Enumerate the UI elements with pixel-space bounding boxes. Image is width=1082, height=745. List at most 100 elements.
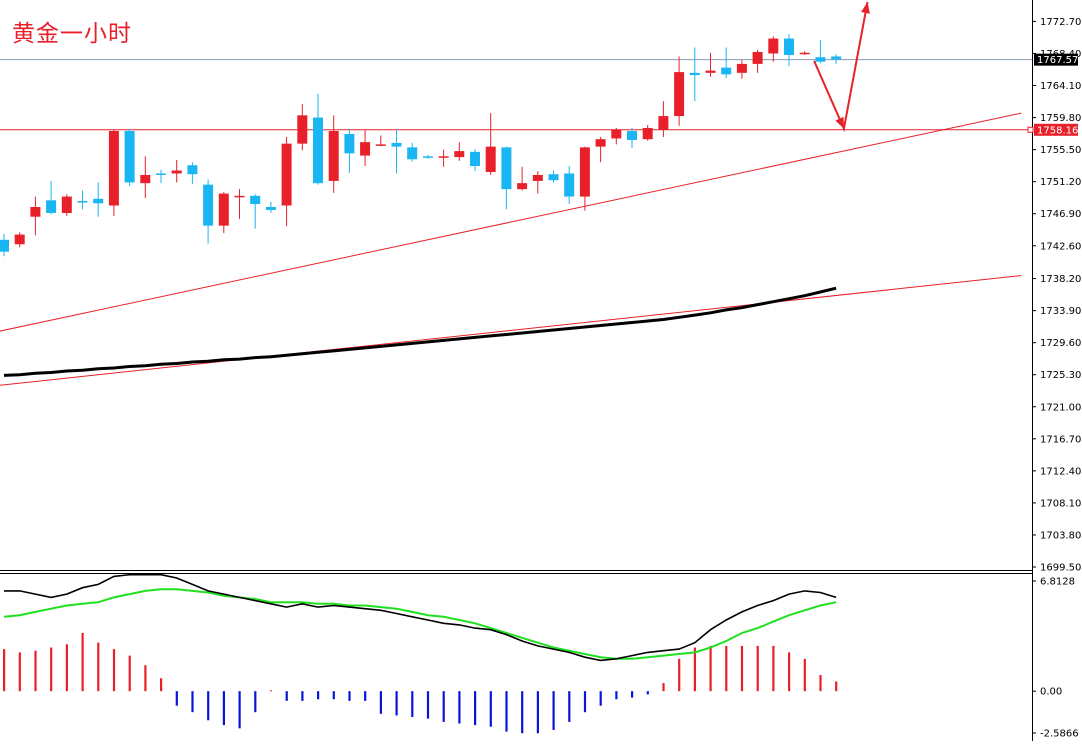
macd-signal-line	[3, 588, 837, 660]
forecast-arrow-head-up	[861, 2, 870, 14]
macd-bar	[788, 652, 791, 692]
candle-body	[250, 195, 261, 205]
trendline-0	[0, 112, 1022, 332]
candle-body	[627, 130, 637, 140]
candle	[752, 49, 763, 73]
candle-body	[548, 174, 559, 181]
candle	[203, 179, 214, 244]
macd-bar	[254, 691, 257, 713]
price-marker-0: 1767.57	[1034, 53, 1078, 66]
candle	[77, 190, 88, 210]
candle-body	[674, 72, 685, 117]
candle-body	[46, 200, 57, 213]
y-tick-label: 1755.50	[1040, 145, 1081, 156]
macd-bar	[631, 691, 634, 698]
candle	[171, 160, 182, 183]
macd-bar	[317, 691, 320, 700]
macd-bar	[207, 691, 210, 721]
candle	[108, 129, 119, 216]
candle	[736, 60, 747, 79]
candle	[784, 34, 794, 67]
candle	[313, 93, 323, 185]
macd-bar	[426, 691, 430, 719]
candle	[674, 56, 685, 126]
macd-bar	[709, 645, 712, 692]
candle-body	[407, 147, 418, 160]
macd-bar	[222, 691, 225, 726]
candle	[815, 40, 826, 64]
forecast-arrow-head-down	[835, 116, 844, 129]
macd-bar	[583, 691, 587, 713]
candle-body	[595, 139, 606, 147]
candle-body	[470, 151, 480, 167]
candle-body	[799, 52, 810, 55]
candle	[218, 192, 229, 234]
macd-bar	[646, 691, 649, 695]
macd-fast-line	[4, 573, 837, 662]
y-tick-label: 1772.70	[1040, 17, 1081, 28]
y-tick-label: 1729.60	[1040, 338, 1081, 349]
candle	[595, 136, 606, 163]
macd-bar	[568, 691, 571, 722]
macd-bar	[474, 691, 477, 726]
candle	[438, 149, 449, 167]
price-axis: 1772.701768.401764.101759.801755.501751.…	[1032, 17, 1081, 574]
macd-bar	[112, 649, 116, 692]
forecast-arrow	[813, 1, 870, 133]
macd-y-tick-label: 6.8128	[1040, 577, 1075, 588]
y-tick-label: 1759.80	[1040, 113, 1081, 124]
candle	[564, 166, 575, 205]
candle-body	[454, 151, 465, 158]
candle	[0, 233, 9, 257]
y-tick-label: 1751.20	[1040, 177, 1081, 188]
candle	[689, 47, 700, 102]
macd-bar	[301, 691, 304, 701]
macd-bar	[615, 691, 618, 700]
candle	[93, 182, 104, 217]
macd-bar	[725, 645, 728, 692]
candle-body	[752, 51, 763, 64]
macd-bar	[332, 691, 335, 700]
candle-body	[705, 70, 716, 73]
candles	[0, 34, 842, 257]
candle	[391, 129, 402, 174]
macd-bar	[97, 642, 100, 692]
price-marker-1: 1758.16	[1027, 123, 1078, 136]
candle	[328, 115, 339, 193]
candle-body	[422, 156, 433, 158]
candle-body	[564, 173, 575, 197]
macd-bar	[285, 691, 288, 701]
candle-body	[14, 234, 25, 245]
macd-bar	[269, 690, 273, 692]
candle	[234, 189, 245, 219]
candle	[187, 162, 198, 184]
candle-body	[831, 56, 842, 60]
macd-bar	[144, 665, 147, 692]
macd-bar	[521, 691, 524, 734]
macd-bar	[458, 691, 461, 724]
macd-bar	[552, 691, 555, 730]
price-lines	[0, 59, 1032, 131]
trendline-1	[0, 275, 1022, 386]
candle-body	[375, 144, 386, 146]
y-tick-label: 1716.70	[1040, 434, 1081, 445]
candle-body	[768, 38, 779, 54]
macd-bar	[238, 691, 241, 729]
y-tick-label: 1699.50	[1040, 563, 1081, 574]
candle	[611, 127, 622, 145]
candle-body	[108, 130, 119, 206]
candle-body	[485, 146, 496, 172]
candle	[281, 136, 292, 227]
macd-bar	[819, 675, 822, 692]
candle-body	[360, 142, 371, 156]
candle	[124, 128, 135, 187]
macd-bar	[65, 644, 68, 692]
price-marker-box	[1034, 53, 1078, 66]
candle	[721, 47, 732, 79]
candle	[579, 146, 590, 211]
candle-body	[532, 174, 543, 181]
y-tick-label: 1725.30	[1040, 370, 1081, 381]
candle-body	[611, 129, 622, 139]
macd-bar	[835, 681, 838, 692]
